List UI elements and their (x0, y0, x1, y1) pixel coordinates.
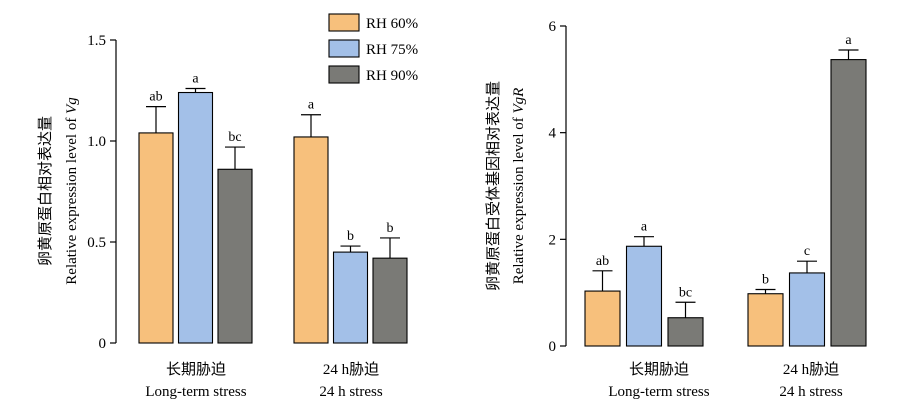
category-label-en: Long-term stress (145, 384, 246, 400)
y-axis-label-en: Relative expression level of VgR (511, 88, 527, 285)
legend-swatch (328, 65, 360, 84)
bar (332, 251, 369, 344)
legend-swatch (328, 13, 360, 32)
significance-label: bc (679, 285, 692, 300)
vgr-expression-chart: 卵黄原蛋白受体基因相对表达量 Relative expression level… (485, 19, 867, 400)
category-label-cn: 24 h胁迫 (783, 361, 839, 378)
bar (788, 272, 826, 347)
bar (293, 136, 329, 344)
y-axis-label-en-text: Relative expression level of (64, 114, 80, 285)
y-axis-label-cn: 卵黄原蛋白相对表达量 (37, 116, 54, 266)
significance-label: a (308, 98, 315, 113)
significance-label: b (387, 221, 394, 236)
significance-label: c (804, 244, 810, 259)
category-label-cn: 长期胁迫 (629, 361, 689, 378)
bar (584, 290, 621, 347)
significance-label: ab (149, 90, 162, 105)
significance-label: bc (228, 130, 241, 145)
bar (177, 91, 214, 344)
category-label-cn: 长期胁迫 (166, 361, 226, 378)
category-label-en: 24 h stress (319, 384, 382, 400)
bar (625, 245, 663, 347)
category-label-en: Long-term stress (608, 384, 709, 400)
y-axis-label-en: Relative expression level of Vg (64, 97, 80, 285)
y-axis-label-gene: Vg (64, 97, 80, 114)
bar (372, 257, 408, 344)
legend-swatch (328, 39, 360, 58)
y-axis-label-en-text: Relative expression level of (511, 114, 527, 285)
category-label-en: 24 h stress (779, 384, 842, 400)
significance-label: a (641, 220, 648, 235)
y-axis-label-cn: 卵黄原蛋白受体基因相对表达量 (485, 81, 502, 291)
y-tick-label: 0 (99, 336, 107, 352)
bar (830, 59, 867, 347)
significance-label: a (845, 33, 852, 48)
significance-label: b (347, 229, 354, 244)
bar (138, 132, 174, 344)
significance-label: ab (596, 254, 609, 269)
y-tick-label: 0.5 (87, 235, 106, 251)
legend-label: RH 60% (366, 16, 418, 32)
significance-label: a (192, 71, 199, 86)
category-label-cn: 24 h胁迫 (323, 361, 379, 378)
legend-label: RH 75% (366, 42, 418, 58)
y-tick-label: 1.0 (87, 134, 106, 150)
y-tick-label: 1.5 (87, 33, 106, 49)
vg-expression-chart: 卵黄原蛋白相对表达量 Relative expression level of … (37, 33, 408, 400)
y-tick-label: 4 (549, 126, 557, 142)
y-tick-label: 6 (549, 19, 557, 35)
bar (217, 168, 253, 344)
y-tick-label: 0 (549, 339, 557, 355)
y-axis-label-gene: VgR (511, 88, 527, 114)
legend-label: RH 90% (366, 68, 418, 84)
bar (747, 293, 784, 347)
bar (667, 317, 704, 347)
legend: RH 60% RH 75% RH 90% (328, 13, 418, 84)
y-tick-label: 2 (549, 232, 557, 248)
significance-label: b (762, 272, 769, 287)
